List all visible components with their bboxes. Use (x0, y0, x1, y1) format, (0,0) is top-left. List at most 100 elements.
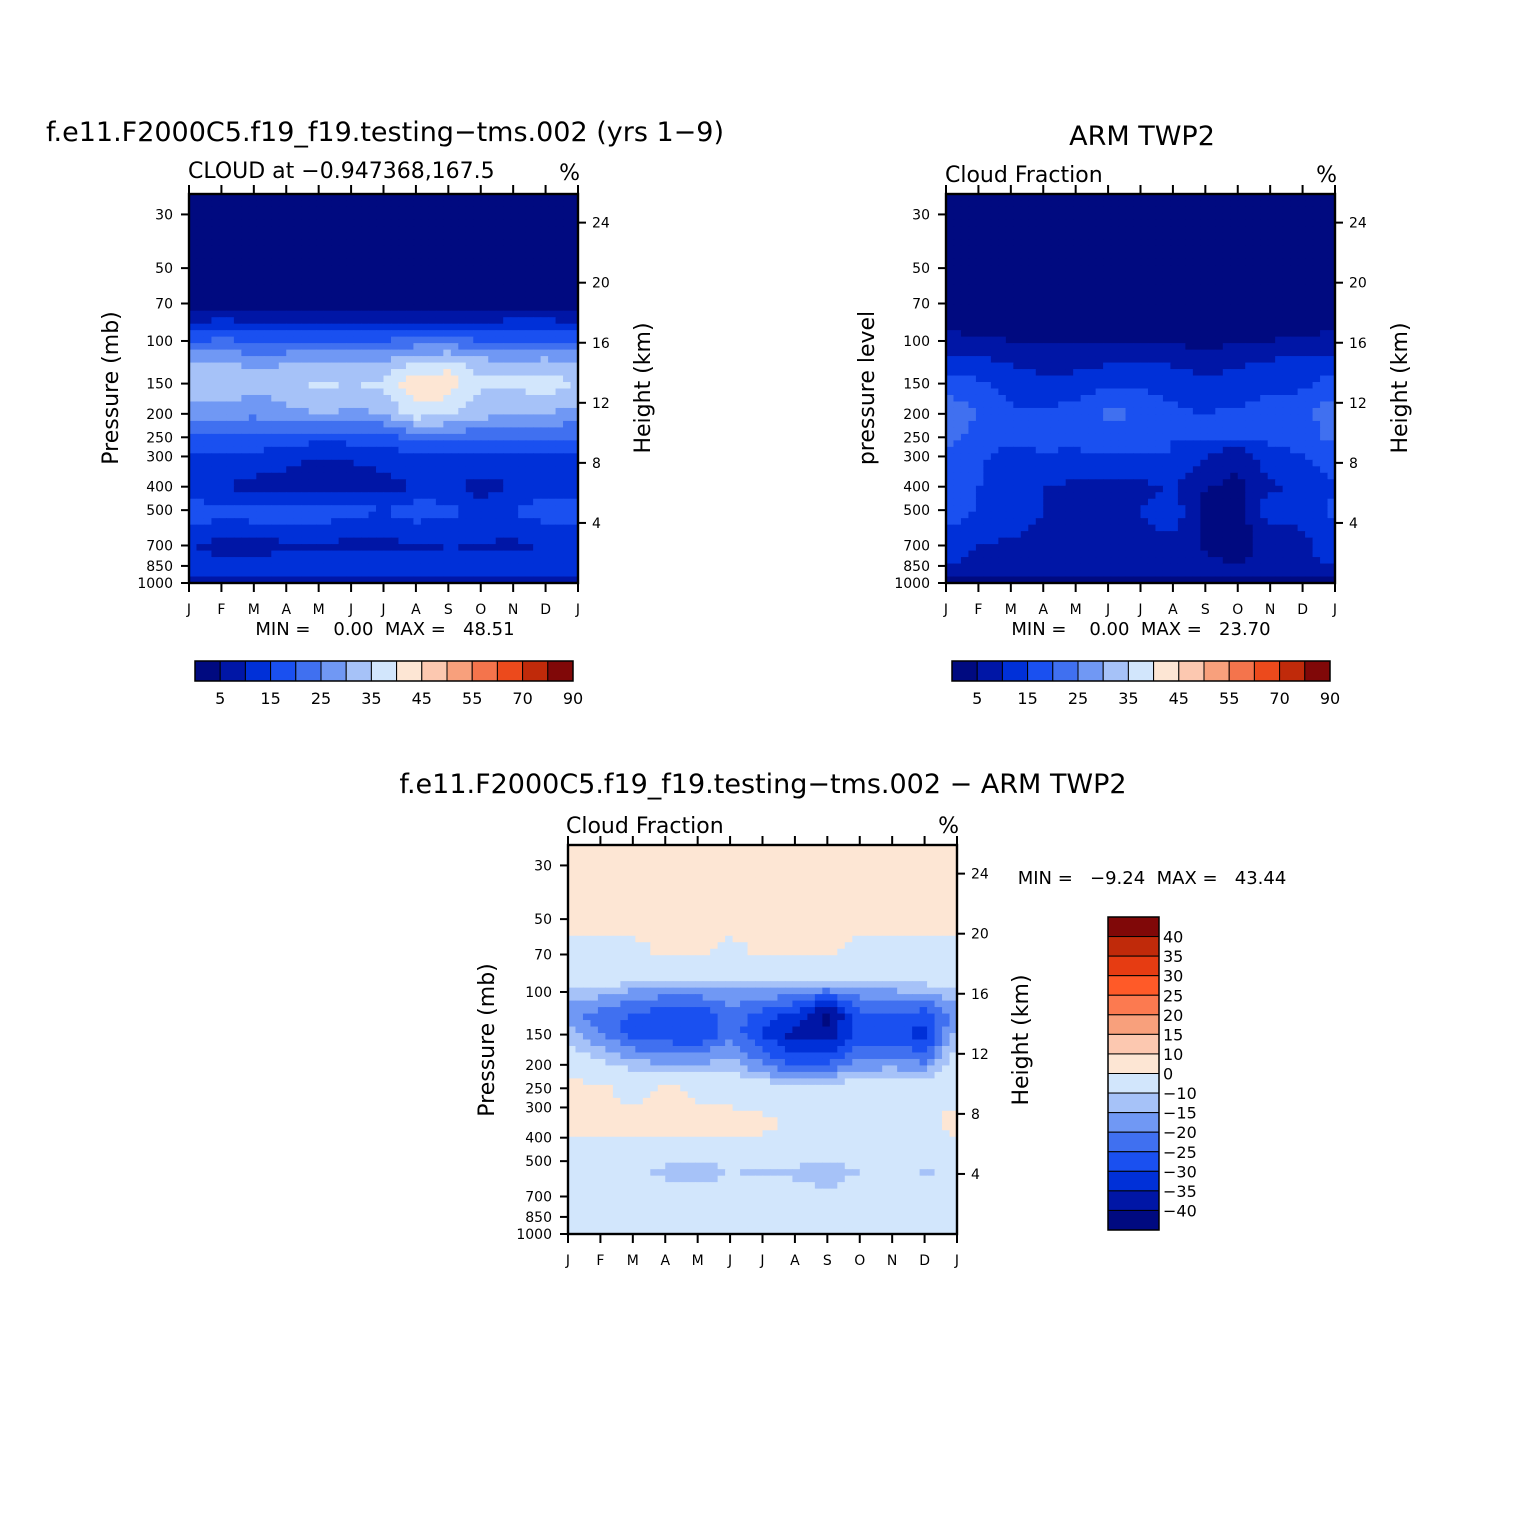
contour-cell (1312, 297, 1321, 305)
contour-cell (263, 466, 272, 474)
contour-cell (465, 291, 474, 299)
contour-cell (1020, 258, 1029, 266)
contour-cell (233, 362, 242, 370)
contour-cell (338, 206, 347, 215)
contour-cell (443, 440, 452, 448)
contour-cell (293, 479, 302, 487)
contour-cell (233, 498, 242, 506)
contour-cell (435, 297, 444, 305)
contour-cell (390, 394, 400, 403)
contour-cell (1237, 219, 1246, 228)
contour-cell (218, 356, 227, 364)
contour-cell (293, 304, 302, 312)
contour-cell (368, 557, 377, 565)
contour-cell (1133, 232, 1142, 240)
contour-cell (376, 297, 385, 305)
contour-cell (548, 226, 557, 234)
contour-cell (1110, 369, 1119, 377)
contour-cell (480, 284, 489, 292)
contour-cell (960, 382, 970, 390)
contour-cell (488, 200, 497, 208)
contour-cell (473, 232, 482, 240)
contour-cell (1020, 265, 1029, 273)
contour-cell (1237, 278, 1246, 286)
contour-cell (1013, 407, 1022, 416)
contour-cell (1147, 239, 1157, 247)
contour-cell (1297, 226, 1306, 234)
contour-cell (1035, 232, 1044, 240)
contour-cell (458, 278, 467, 286)
contour-cell (1215, 213, 1224, 221)
contour-cell (533, 440, 542, 448)
contour-cell (420, 336, 429, 344)
contour-cell (1320, 200, 1329, 208)
contour-cell (555, 232, 564, 240)
contour-cell (390, 453, 400, 461)
contour-cell (353, 278, 362, 286)
contour-cell (1080, 343, 1089, 351)
contour-cell (990, 369, 999, 377)
contour-cell (1297, 356, 1306, 364)
contour-cell (1103, 369, 1112, 377)
colorbar-label: 70 (512, 689, 532, 708)
contour-cell (570, 291, 579, 299)
contour-cell (1177, 297, 1186, 305)
contour-cell (1103, 252, 1112, 260)
contour-cell (286, 485, 295, 493)
contour-cell (211, 336, 220, 344)
contour-cell (308, 550, 317, 558)
contour-cell (533, 375, 542, 383)
contour-cell (405, 291, 415, 299)
contour-cell (510, 232, 519, 240)
contour-cell (510, 323, 519, 331)
contour-cell (525, 563, 534, 571)
contour-cell (361, 356, 370, 364)
month-tick-label: F (217, 602, 225, 618)
contour-cell (1095, 278, 1104, 286)
contour-cell (510, 498, 519, 506)
contour-cell (398, 570, 407, 578)
contour-cell (503, 239, 512, 247)
contour-cell (435, 440, 444, 448)
contour-cell (428, 375, 437, 383)
contour-cell (1065, 330, 1074, 338)
contour-cell (353, 369, 362, 377)
contour-cell (368, 194, 377, 202)
contour-cell (946, 239, 955, 247)
contour-cell (1215, 226, 1224, 234)
contour-cell (510, 420, 519, 428)
contour-cell (1275, 394, 1284, 403)
contour-cell (1028, 232, 1037, 240)
contour-cell (495, 200, 504, 208)
contour-cell (570, 265, 579, 273)
contour-cell (1103, 284, 1112, 292)
contour-cell (203, 420, 213, 428)
contour-cell (323, 498, 332, 506)
contour-cell (1095, 401, 1104, 409)
contour-cell (533, 206, 542, 215)
contour-cell (1035, 310, 1044, 318)
contour-cell (226, 194, 235, 202)
contour-cell (189, 433, 198, 441)
contour-cell (301, 330, 310, 338)
contour-cell (308, 394, 317, 403)
contour-cell (990, 382, 999, 390)
contour-cell (1155, 407, 1164, 416)
contour-cell (233, 206, 242, 215)
contour-cell (450, 323, 459, 331)
contour-cell (990, 245, 999, 253)
contour-cell (1095, 284, 1104, 292)
contour-cell (241, 284, 250, 292)
contour-cell (1125, 323, 1134, 331)
contour-cell (990, 323, 999, 331)
contour-cell (271, 401, 280, 409)
contour-cell (226, 479, 235, 487)
contour-cell (555, 239, 564, 247)
contour-cell (1035, 284, 1044, 292)
contour-cell (1035, 258, 1044, 266)
contour-cell (1080, 330, 1089, 338)
colorbar-box (522, 660, 549, 682)
contour-cell (1252, 362, 1261, 370)
contour-cell (316, 362, 325, 370)
contour-cell (458, 420, 467, 428)
